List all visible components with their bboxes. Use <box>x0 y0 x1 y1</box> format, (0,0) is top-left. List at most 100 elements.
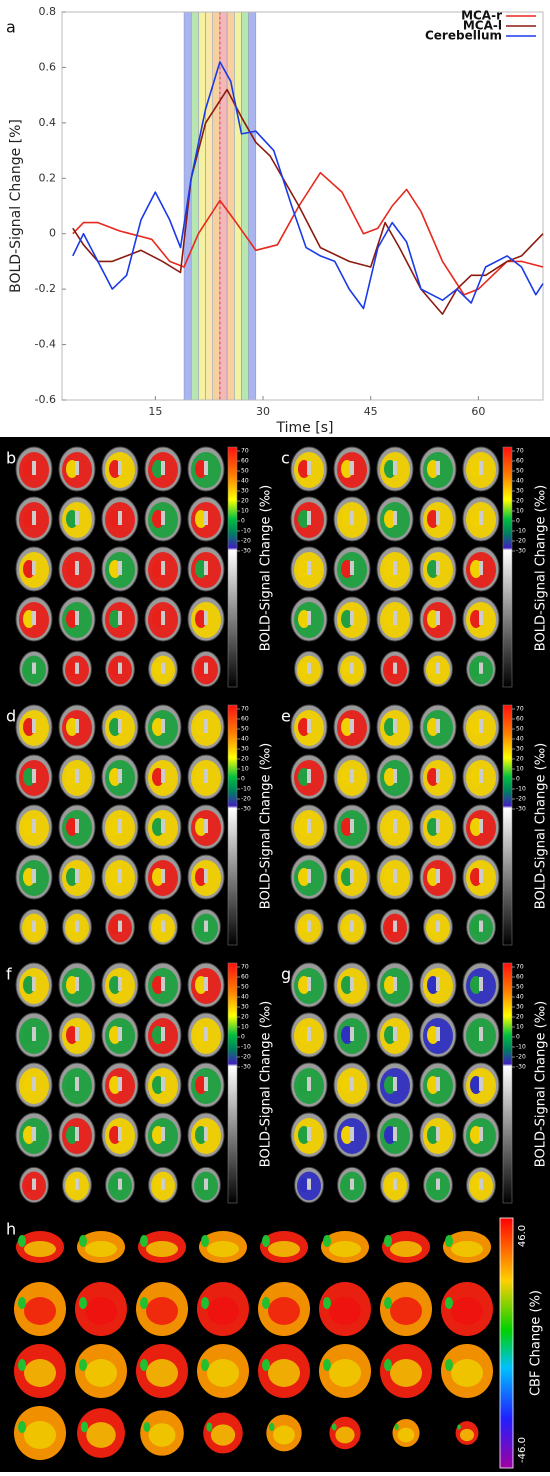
colorbar-tick-label: 50 <box>516 984 524 991</box>
colorbar-tick-label: -20 <box>241 796 251 803</box>
colorbar-tick-label: -10 <box>241 1044 251 1051</box>
colorbar-tick-label: -10 <box>516 786 526 793</box>
activation-map <box>196 661 206 677</box>
colorbar-tick-label: 70 <box>241 964 249 971</box>
colorbar-tick-label: 30 <box>241 488 249 495</box>
cbf-slice-core <box>268 1241 300 1257</box>
colorbar-label: BOLD-Signal Change (‰) <box>534 1001 549 1167</box>
colorbar-tick-label: 20 <box>241 498 249 505</box>
colorbar-tick-label: 50 <box>241 984 249 991</box>
ventricle <box>436 719 440 733</box>
ventricle <box>436 1077 440 1091</box>
activation-map <box>67 1177 77 1193</box>
cbf-slice-core <box>335 1426 355 1444</box>
ventricle <box>307 719 311 733</box>
ventricle <box>75 869 79 883</box>
colorbar-max-label: 46.0 <box>517 1225 528 1247</box>
cbf-slice-core <box>210 1424 236 1446</box>
cbf-edge <box>140 1297 148 1309</box>
cbf-slice-core <box>451 1297 483 1325</box>
colorbar-min-label: -46.0 <box>517 1437 528 1463</box>
activation-map <box>385 1177 395 1193</box>
cbf-edge <box>140 1359 148 1371</box>
colorbar-tick-label: 30 <box>516 488 524 495</box>
ventricle <box>161 920 165 932</box>
colorbar-tick-label: 70 <box>241 448 249 455</box>
colorbar-tick-label: 0 <box>516 1034 520 1041</box>
cbf-edge <box>18 1421 26 1433</box>
colorbar-label: BOLD-Signal Change (‰) <box>534 743 549 909</box>
activation-map <box>153 1177 163 1193</box>
ventricle <box>161 719 165 733</box>
cbf-edge <box>394 1423 399 1431</box>
cbf-slice-core <box>273 1425 295 1445</box>
cbf-edge <box>140 1235 148 1247</box>
colorbar-tick-label: 60 <box>516 716 524 723</box>
ventricle <box>436 977 440 991</box>
ventricle <box>32 1178 36 1190</box>
ventricle <box>393 611 397 625</box>
colorbar-tick-label: 50 <box>241 468 249 475</box>
activation-map <box>24 1177 34 1193</box>
activation-map <box>471 919 481 935</box>
ventricle <box>350 1178 354 1190</box>
ventricle <box>307 920 311 932</box>
cbf-slice-core <box>397 1427 415 1443</box>
colorbar <box>502 962 513 1204</box>
cbf-slice-core <box>146 1297 178 1325</box>
activation-map <box>299 919 309 935</box>
cbf-edge <box>206 1422 213 1432</box>
ventricle <box>350 977 354 991</box>
activation-map <box>24 661 34 677</box>
cbf-edge <box>323 1297 331 1309</box>
cbf-slice-core <box>390 1359 422 1387</box>
activation-map <box>153 661 163 677</box>
colorbar-tick-label: -30 <box>516 1064 526 1071</box>
colorbar-tick-label: 60 <box>241 716 249 723</box>
ventricle <box>118 511 122 525</box>
panel-label: c <box>281 449 290 468</box>
data-line <box>72 88 544 315</box>
ventricle <box>204 561 208 575</box>
ventricle <box>118 461 122 475</box>
ventricle <box>204 461 208 475</box>
ventricle <box>479 461 483 475</box>
ventricle <box>436 611 440 625</box>
colorbar-tick-label: 10 <box>516 766 524 773</box>
cbf-edge <box>143 1421 151 1433</box>
colorbar-label: BOLD-Signal Change (‰) <box>534 485 549 651</box>
cbf-edge <box>331 1423 337 1431</box>
ventricle <box>307 662 311 674</box>
data-line <box>72 61 544 310</box>
ventricle <box>479 511 483 525</box>
ventricle <box>161 977 165 991</box>
colorbar-tick-label: 20 <box>241 1014 249 1021</box>
ventricle <box>75 1127 79 1141</box>
ventricle <box>307 561 311 575</box>
cbf-slice-core <box>459 1428 475 1442</box>
ventricle <box>161 819 165 833</box>
legend-label: Cerebellum <box>425 29 502 43</box>
ventricle <box>307 819 311 833</box>
ventricle <box>436 1027 440 1041</box>
cbf-slice-core <box>390 1241 422 1257</box>
ventricle <box>32 1077 36 1091</box>
ventricle <box>75 1027 79 1041</box>
ventricle <box>436 819 440 833</box>
colorbar-tick-label: 20 <box>516 1014 524 1021</box>
colorbar-tick-label: 10 <box>241 1024 249 1031</box>
cbf-edge <box>445 1359 453 1371</box>
colorbar-tick-label: 0 <box>516 776 520 783</box>
y-axis-label: BOLD-Signal Change [%] <box>8 119 24 293</box>
colorbar-tick-label: 60 <box>241 974 249 981</box>
ventricle <box>75 719 79 733</box>
ventricle <box>479 1077 483 1091</box>
ventricle <box>118 1077 122 1091</box>
ventricle <box>436 769 440 783</box>
colorbar-tick-label: -20 <box>241 1054 251 1061</box>
ventricle <box>393 461 397 475</box>
ventricle <box>307 461 311 475</box>
activation-map <box>153 919 163 935</box>
ventricle <box>307 1178 311 1190</box>
